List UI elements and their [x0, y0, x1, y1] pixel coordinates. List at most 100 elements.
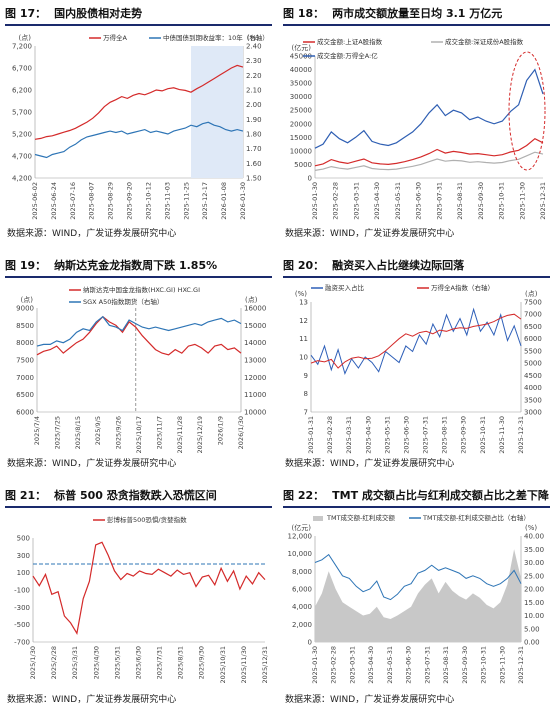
x-tick-label: 2025-12-31: [517, 646, 525, 684]
y-tick-label-left: 8500: [16, 322, 34, 330]
x-tick-label: 2025-04-30: [367, 646, 375, 684]
y-tick-label-right: 1.70: [246, 145, 262, 153]
y-tick-label-left: 5,200: [12, 131, 32, 139]
x-tick-label: 2025/6/30: [134, 646, 142, 679]
x-tick-label: 2025-02-28: [330, 646, 338, 684]
y-tick-label-left: 10,000: [288, 550, 313, 558]
x-tick-label: 2025/9/26: [115, 416, 123, 449]
x-tick-label: 2025-07-16: [69, 182, 77, 220]
figure-number: 图 20：: [283, 259, 325, 272]
source-note: 数据来源：WIND，广发证券发展研究中心: [285, 229, 455, 239]
legend: 融资买入占比 万得全A指数（右轴）: [311, 283, 494, 292]
figure-22: 图 22： TMT 成交额占比与红利成交额占比之差下降 (亿元) (%) 0 2,000…: [283, 486, 550, 708]
legend-label: 中债国债到期收益率：10年（右轴）: [163, 33, 269, 42]
source-note: 数据来源：WIND，广发证券发展研究中心: [7, 695, 177, 705]
y-tick-label-right: 16000: [244, 305, 266, 313]
legend: TMT成交额-红利成交额 TMT成交额-红利成交额占比（右轴）: [313, 513, 530, 522]
x-tick-label: 2025/9/30: [198, 646, 206, 679]
x-tick-label: 2025-02-28: [326, 416, 334, 454]
y-tick-label-left: 100: [17, 569, 30, 577]
legend-label: 彭博标普500恐惧/贪婪指数: [107, 515, 187, 524]
legend-label: SGX A50指数期货（右轴）: [83, 297, 163, 306]
figure-18: 图 18： 两市成交额放量至日均 3.1 万亿元 (亿元) 0 5000 10000 15…: [283, 4, 550, 240]
x-tick-label: 2025-10-31: [498, 182, 506, 220]
x-tick-label: 2026/1/9: [217, 416, 225, 445]
x-tick-label: 2025-06-30: [402, 416, 410, 454]
x-tick-label: 2025-12-17: [201, 182, 209, 220]
y-tick-label-right: 35.00: [524, 546, 544, 554]
y-tick-label-right: 30.00: [524, 559, 544, 567]
x-tick-label: 2025-08-31: [456, 182, 464, 220]
y-axis-left-unit: (点): [21, 296, 34, 304]
series-line: [34, 64, 244, 140]
legend-swatch: [313, 516, 323, 521]
y-tick-label-right: 2.40: [246, 43, 262, 51]
x-tick-label: 2025/2/28: [50, 646, 58, 679]
x-tick-label: 2025/7/31: [156, 646, 164, 679]
x-tick-label: 2025-08-29: [107, 182, 115, 220]
series-line: [310, 313, 522, 369]
figure-number: 图 21：: [5, 489, 47, 502]
figure-title-text: 两市成交额放量至日均 3.1 万亿元: [332, 7, 503, 20]
figure-title: 图 18： 两市成交额放量至日均 3.1 万亿元: [283, 4, 550, 26]
x-tick-label: 2025-08-31: [442, 646, 450, 684]
figure-19: 图 19： 纳斯达克金龙指数周下跌 1.85% (点) (点) 6000 6500 700…: [5, 256, 276, 472]
y-tick-label-left: 7500: [16, 357, 34, 365]
y-tick-label-left: 8,000: [292, 568, 312, 576]
y-tick-label-right: 13000: [244, 357, 266, 365]
y-tick-label-left: 6000: [16, 409, 34, 417]
highlight-ellipse: [508, 51, 546, 171]
y-tick-label-left: 12,000: [288, 533, 313, 541]
y-tick-label-left: -700: [14, 639, 30, 647]
chart-17: (点) (%) 4,200 4,700 5,200 5,700 6,200 6,700 7,20…: [12, 33, 269, 220]
y-axis-right-unit: (%): [525, 524, 537, 532]
x-tick-label: 2025/7/25: [53, 416, 61, 449]
y-tick-label-right: 1.50: [246, 175, 262, 183]
x-tick-label: 2025-04-30: [373, 182, 381, 220]
series-line: [36, 315, 242, 347]
y-tick-label-left: 5,700: [12, 109, 32, 117]
series-line: [34, 121, 244, 159]
y-tick-label-right: 1.80: [246, 131, 262, 139]
x-tick-label: 2025-06-30: [415, 182, 423, 220]
x-tick-label: 2025-12-31: [517, 416, 525, 454]
y-tick-label-right: 25.00: [524, 572, 544, 580]
y-tick-label-left: 6500: [16, 391, 34, 399]
y-tick-label-left: 5000: [294, 161, 312, 169]
x-tick-label: 2025/4/30: [92, 646, 100, 679]
x-tick-label: 2025-01-30: [311, 182, 319, 220]
x-tick-label: 2025-07-31: [423, 646, 431, 684]
chart-19: (点) (点) 6000 6500 7000 7500 8000 8500 9000 10000 1…: [16, 285, 266, 453]
y-tick-label-right: 7000: [524, 311, 542, 319]
y-tick-label-left: 7: [304, 409, 308, 417]
x-tick-label: 2025-08-31: [441, 416, 449, 454]
y-tick-label-right: 3500: [524, 396, 542, 404]
y-tick-label-left: 8000: [16, 339, 34, 347]
x-tick-label: 2025-11-30: [518, 182, 526, 220]
y-tick-label-left: -500: [14, 621, 30, 629]
x-tick-label: 2025-09-30: [461, 646, 469, 684]
series-line: [314, 137, 544, 167]
y-tick-label-left: 10: [299, 354, 308, 362]
chart-21: -700 -500 -300 -100 100 300 500 2025/1/30 2025/2…: [14, 515, 269, 683]
source-note: 数据来源：WIND，广发证券发展研究中心: [285, 459, 455, 469]
y-tick-label-left: 30000: [290, 93, 312, 101]
y-tick-label-right: 2.20: [246, 72, 262, 80]
y-tick-label-left: 2,000: [292, 621, 312, 629]
legend: 纳斯达克中国金龙指数(HXC.GI) HXC.GI SGX A50指数期货（右轴）: [69, 285, 200, 306]
y-tick-label-left: 6,700: [12, 65, 32, 73]
series-line: [314, 553, 522, 601]
series-line: [32, 541, 266, 635]
x-tick-label: 2025-06-02: [31, 182, 39, 220]
y-tick-label-right: 10000: [244, 409, 266, 417]
y-tick-label-right: 2.10: [246, 87, 262, 95]
figure-title: 图 19： 纳斯达克金龙指数周下跌 1.85%: [5, 256, 272, 278]
x-tick-label: 2025/1/30: [29, 646, 37, 679]
y-axis-left-unit: (亿元): [292, 43, 312, 52]
y-tick-label-right: 0.00: [524, 639, 540, 647]
x-tick-label: 2026-01-08: [220, 182, 228, 220]
y-tick-label-right: 2.30: [246, 57, 262, 65]
y-axis-right-unit: (点): [525, 290, 538, 298]
x-tick-label: 2025/11/28: [176, 416, 184, 453]
